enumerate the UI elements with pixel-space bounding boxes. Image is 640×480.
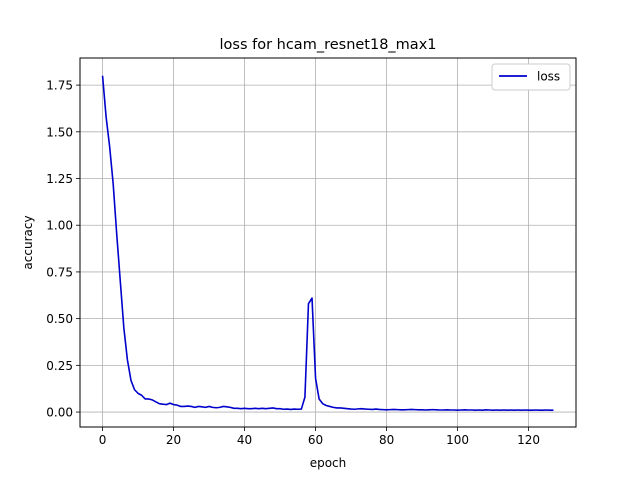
y-tick-label: 1.75	[46, 79, 73, 93]
x-tick-label: 80	[379, 433, 394, 447]
legend: loss	[491, 63, 571, 91]
x-tick-label: 120	[517, 433, 540, 447]
y-tick-label: 1.25	[46, 172, 73, 186]
chart-title: loss for hcam_resnet18_max1	[219, 37, 436, 53]
legend-box	[491, 63, 571, 91]
x-axis-label: epoch	[310, 456, 347, 470]
x-tick-label: 60	[308, 433, 323, 447]
plot-frame	[79, 57, 577, 428]
x-tick-label: 0	[99, 433, 107, 447]
y-tick-label: 0.00	[46, 406, 73, 420]
y-tick-label: 0.75	[46, 265, 73, 279]
y-tick-label: 1.50	[46, 125, 73, 139]
y-tick-label: 0.25	[46, 359, 73, 373]
y-tick-label: 1.00	[46, 219, 73, 233]
x-axis-ticks: 0 20 40 60 80 100 120	[99, 427, 540, 447]
x-tick-label: 20	[166, 433, 181, 447]
series-line-loss	[101, 75, 554, 411]
y-axis-label: accuracy	[21, 215, 35, 269]
series-layer	[101, 75, 554, 411]
y-axis-ticks: 0.00 0.25 0.50 0.75 1.00 1.25 1.50 1.75	[46, 79, 80, 420]
legend-label-loss: loss	[537, 70, 560, 84]
x-tick-label: 40	[237, 433, 252, 447]
y-tick-label: 0.50	[46, 312, 73, 326]
grid-lines	[80, 58, 576, 427]
x-tick-label: 100	[446, 433, 469, 447]
